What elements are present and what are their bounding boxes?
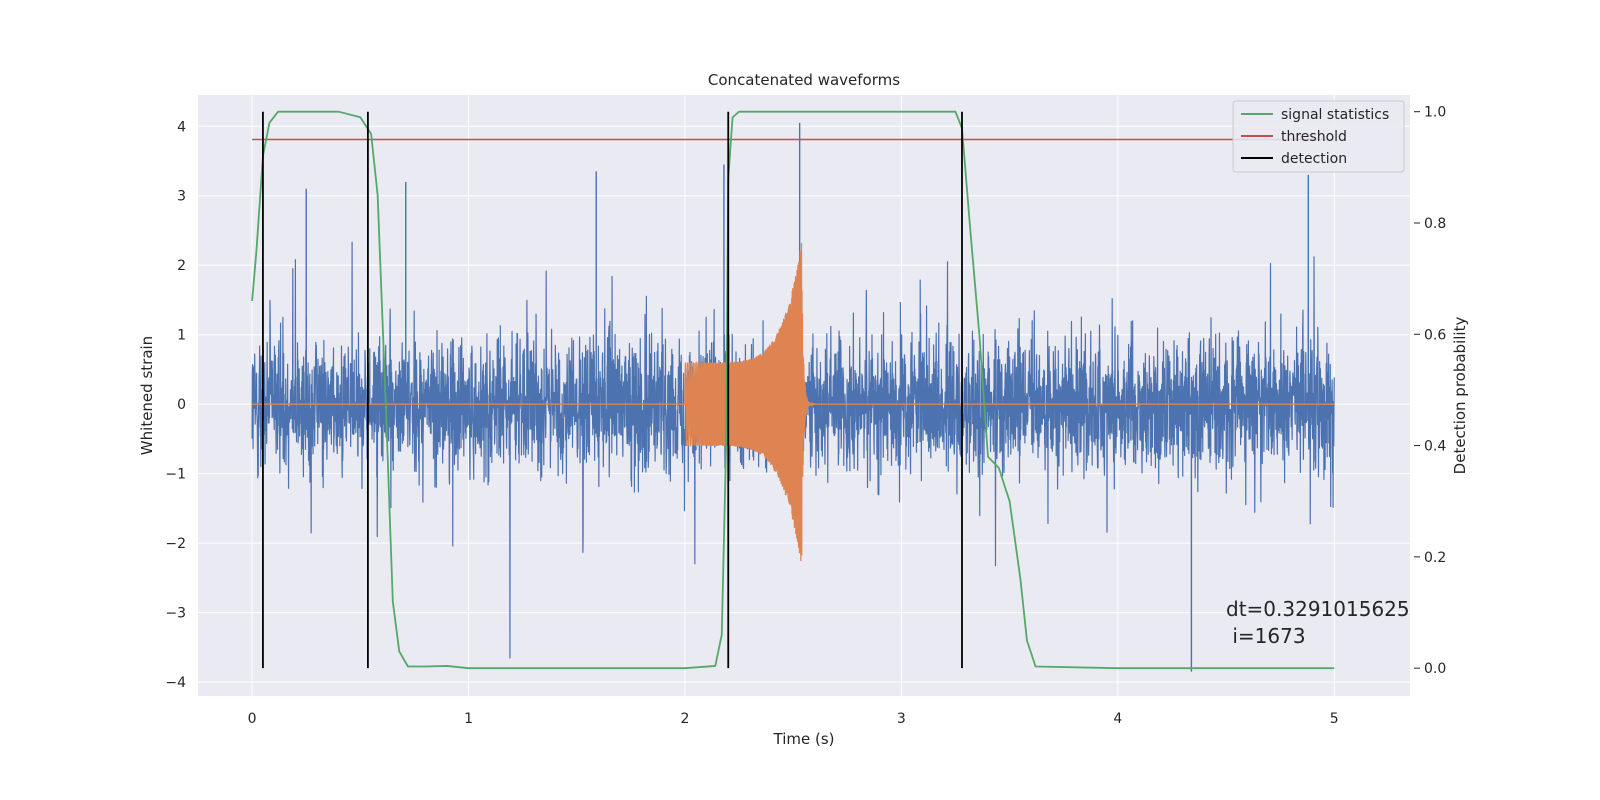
x-tick-label-1: 1 [464,711,473,727]
y-tick-label-1: −3 [165,606,186,622]
y2-tick-label-5: 1.0 [1424,105,1446,121]
y2-tick-label-4: 0.8 [1424,216,1446,232]
legend: signal statistics threshold detection [1232,100,1405,173]
y-tick-label-3: −1 [165,467,186,483]
y-tick-label-5: 1 [177,328,186,344]
signal-statistics-line [251,110,1335,670]
legend-label-0: signal statistics [1281,107,1389,123]
annotation-i: i=1673 [1226,624,1306,648]
y-tick-label-2: −2 [165,536,186,552]
y-tick-label-0: −4 [165,675,186,691]
y2-tick-label-0: 0.0 [1424,661,1446,677]
y-tick-label-4: 0 [177,397,186,413]
y-tick-label-8: 4 [177,119,186,135]
signal-waveform [252,243,1335,562]
y2-axis-ticks: 0.0 0.2 0.4 0.6 0.8 1.0 [1414,105,1446,677]
x-tick-label-3: 3 [897,711,906,727]
y-axis-label: Whitened strain [138,336,156,455]
y-tick-label-7: 3 [177,189,186,205]
annotation-dt: dt=0.3291015625 [1226,597,1410,621]
x-tick-label-4: 4 [1113,711,1122,727]
legend-box [1232,100,1405,173]
x-axis-label: Time (s) [773,730,835,748]
x-axis-ticks: 0 1 2 3 4 5 [248,711,1339,727]
x-tick-label-2: 2 [681,711,690,727]
y-tick-label-6: 2 [177,258,186,274]
legend-label-2: detection [1281,151,1347,167]
legend-label-1: threshold [1281,129,1347,145]
y2-tick-label-2: 0.4 [1424,439,1446,455]
y-axis-ticks: −4 −3 −2 −1 0 1 2 3 4 [165,119,186,691]
chart-title: Concatenated waveforms [708,71,900,89]
y2-axis-label: Detection probability [1451,317,1469,475]
y2-tick-label-3: 0.6 [1424,327,1446,343]
x-tick-label-0: 0 [248,711,257,727]
plot-series [251,110,1335,672]
x-tick-label-5: 5 [1330,711,1339,727]
y2-tick-label-1: 0.2 [1424,550,1446,566]
